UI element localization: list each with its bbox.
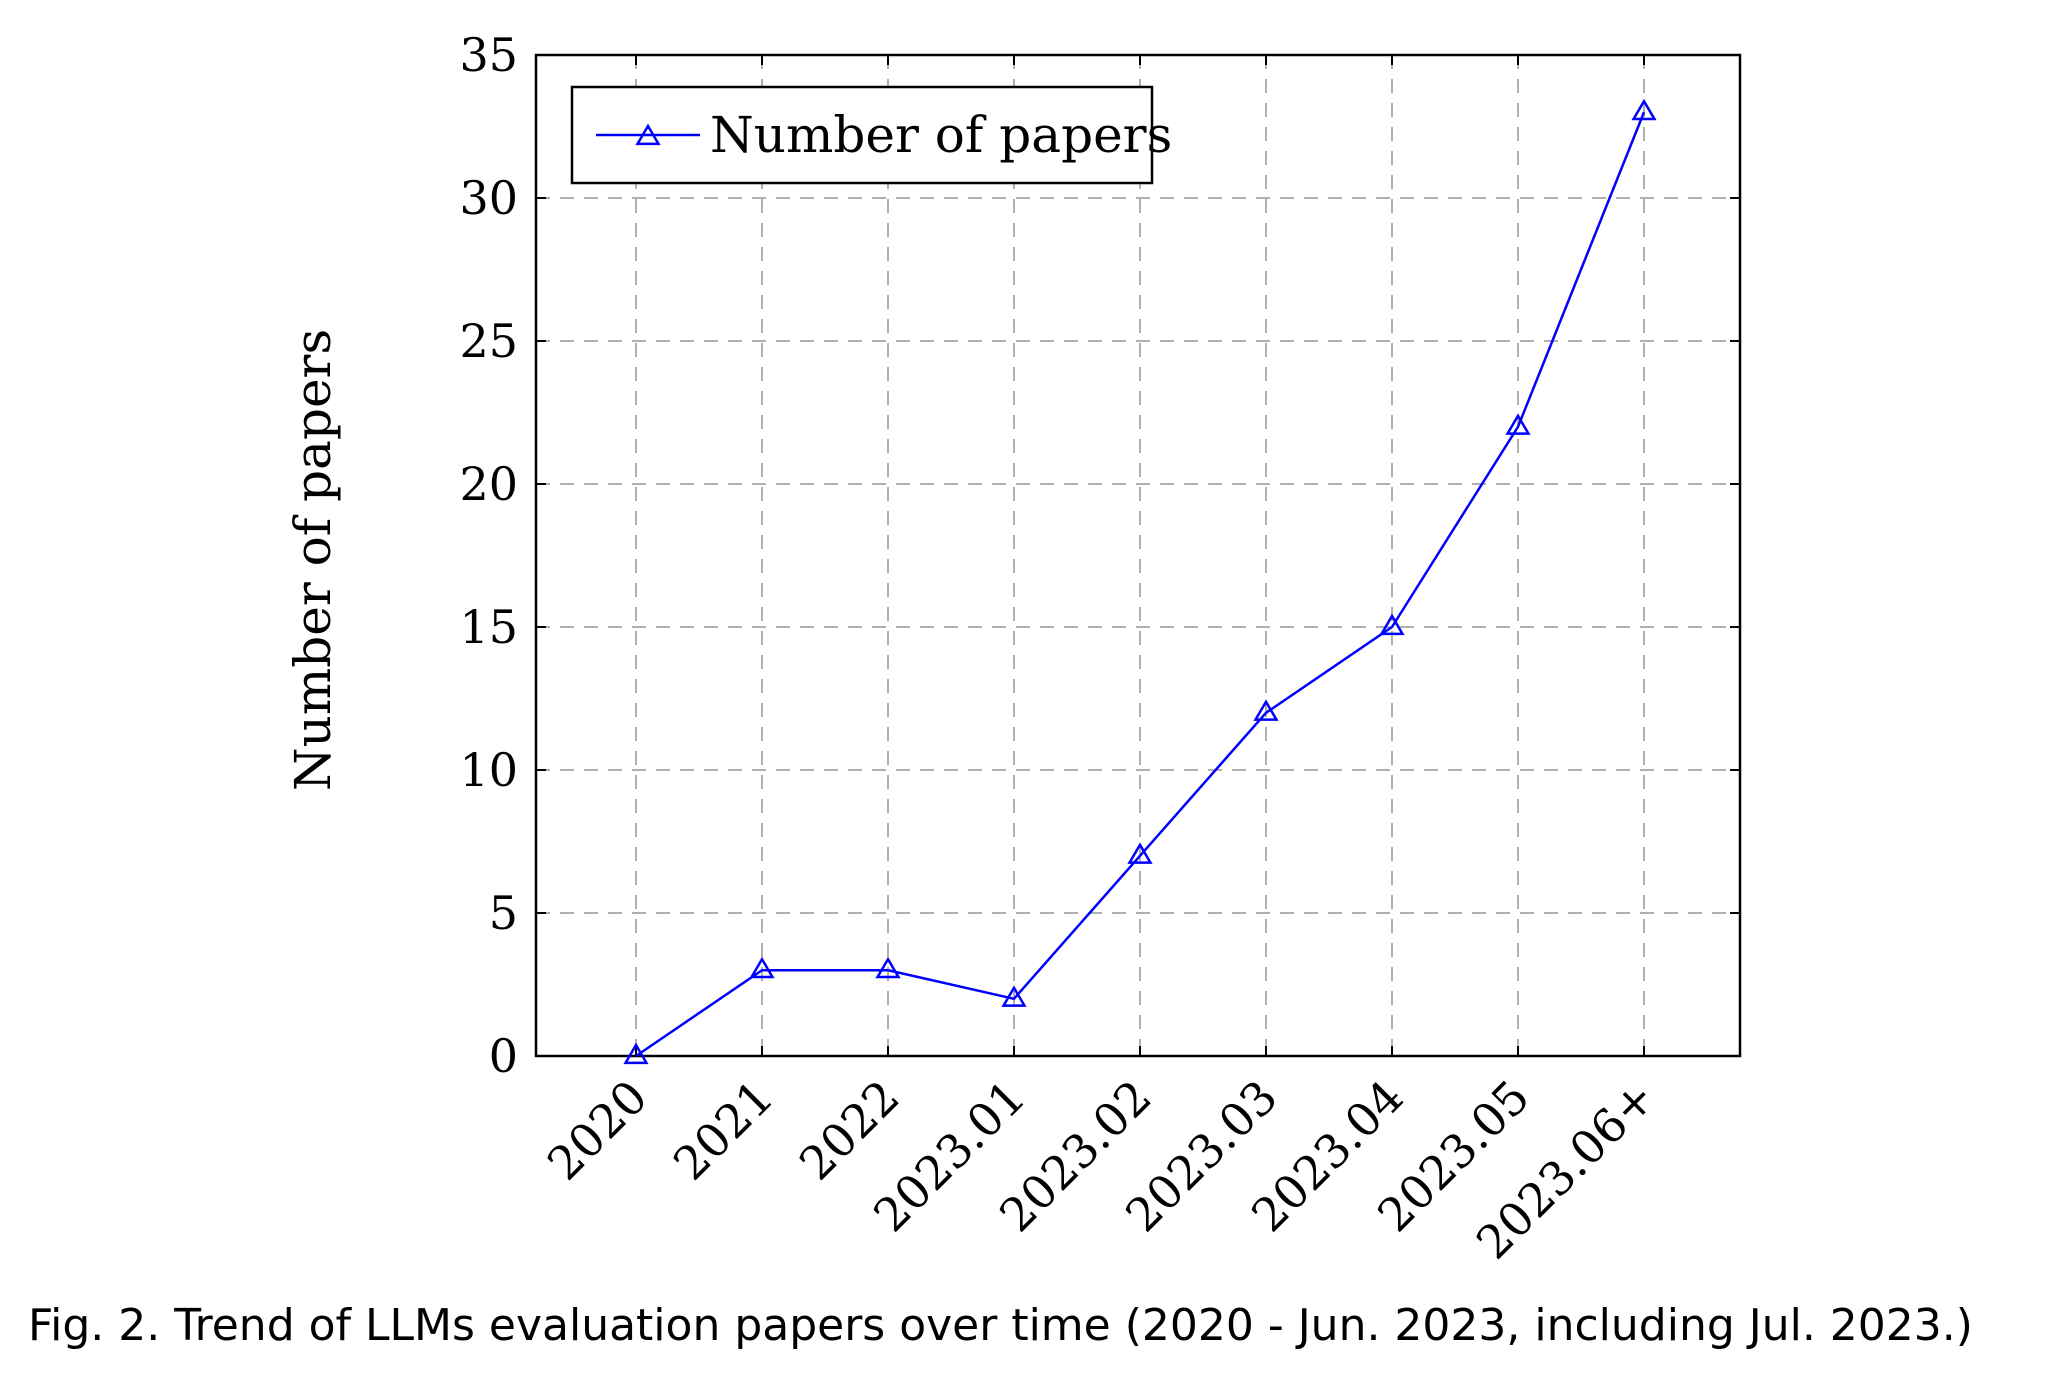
y-tick-label: 30 xyxy=(459,171,518,225)
y-tick-label: 0 xyxy=(489,1029,518,1083)
series-line xyxy=(635,111,1646,1058)
x-tick-label: 2020 xyxy=(537,1070,658,1191)
x-tick-label: 2021 xyxy=(663,1070,784,1191)
x-tick-label: 2022 xyxy=(789,1070,910,1191)
y-tick-label: 35 xyxy=(459,28,518,82)
legend: Number of papers xyxy=(570,85,1172,185)
y-tick-label: 15 xyxy=(459,600,518,654)
data-point-marker xyxy=(1379,613,1405,636)
plot-frame xyxy=(534,53,1742,1058)
y-tick-label: 20 xyxy=(459,457,518,511)
data-point-marker xyxy=(1505,413,1531,435)
data-point-marker xyxy=(749,956,775,979)
data-point-marker xyxy=(1631,98,1657,121)
y-tick-label: 5 xyxy=(489,886,518,940)
figure-caption: Fig. 2. Trend of LLMs evaluation papers … xyxy=(28,1300,1973,1351)
data-point-marker xyxy=(875,956,901,979)
data-point-marker xyxy=(623,1042,649,1065)
data-point-marker xyxy=(1001,985,1027,1007)
legend-marker-sample xyxy=(635,123,661,146)
y-axis-title: Number of papers xyxy=(284,329,342,791)
data-point-marker xyxy=(1127,842,1153,864)
y-tick-label: 25 xyxy=(459,314,518,368)
y-tick-label: 10 xyxy=(459,743,518,797)
data-point-marker xyxy=(1253,699,1279,721)
series xyxy=(623,98,1657,1065)
grid xyxy=(536,55,1740,1056)
legend-label: Number of papers xyxy=(710,106,1172,164)
